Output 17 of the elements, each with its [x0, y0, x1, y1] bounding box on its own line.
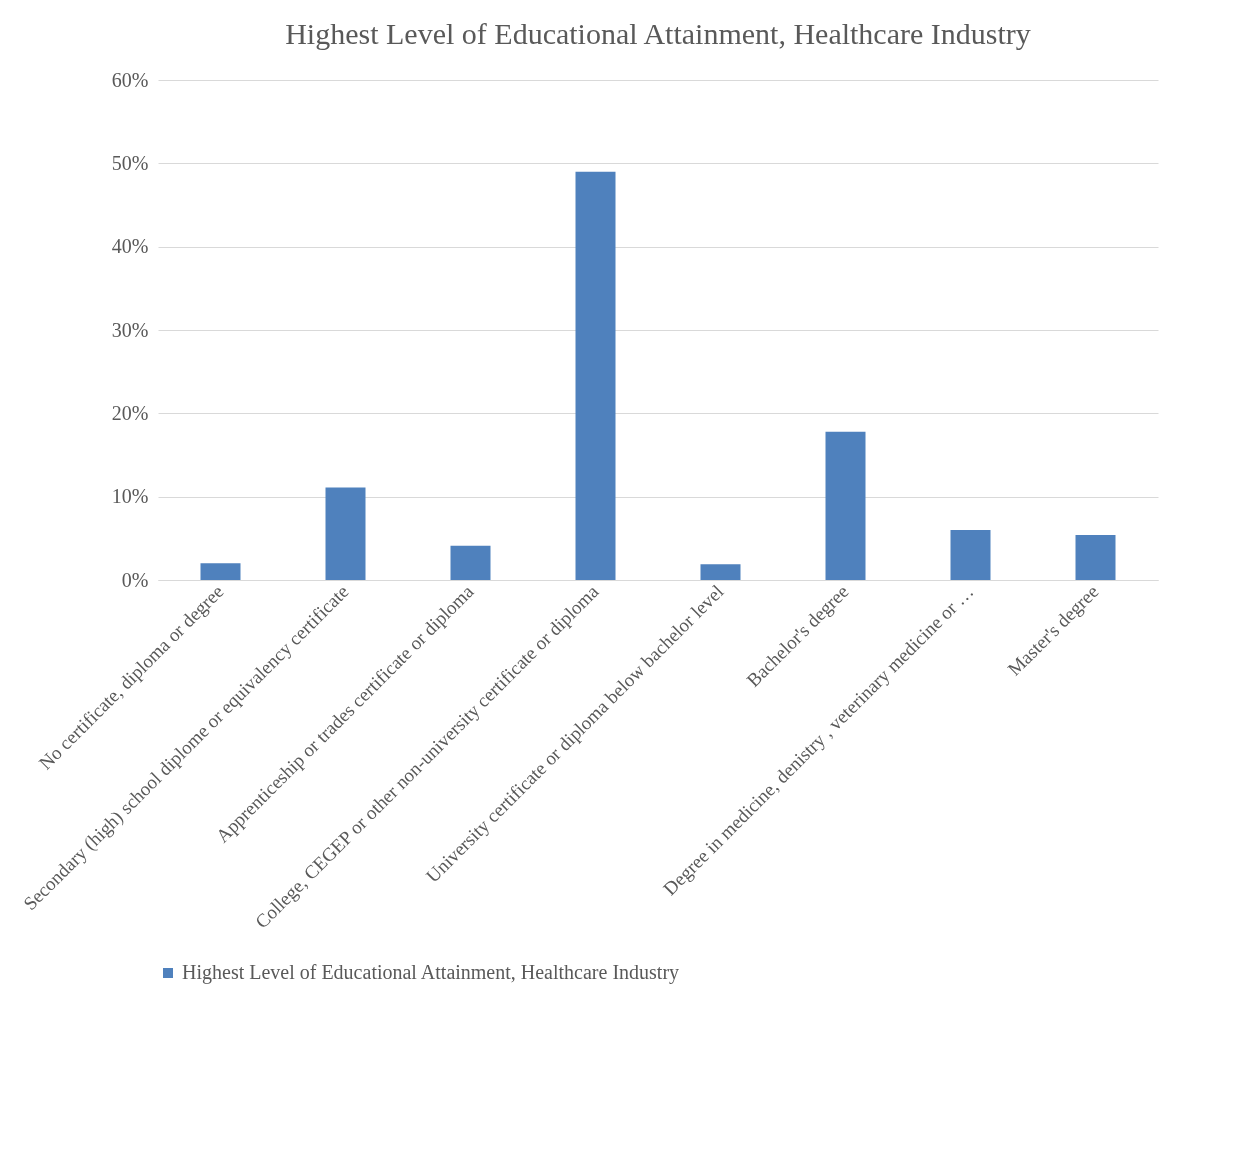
bar: [450, 545, 491, 580]
legend-label: Highest Level of Educational Attainment, Healthcare Industry: [182, 961, 680, 984]
y-tick-label: 50%: [111, 151, 149, 174]
y-tick-label: 40%: [111, 235, 149, 258]
y-tick-label: 10%: [111, 485, 149, 508]
bar: [575, 171, 616, 580]
bar: [950, 530, 991, 580]
bar: [200, 563, 241, 580]
bar: [700, 564, 741, 580]
y-tick-label: 30%: [111, 318, 149, 341]
y-tick-label: 20%: [111, 401, 149, 424]
y-tick-label: 0%: [121, 568, 149, 591]
bar: [1075, 535, 1116, 580]
y-tick-label: 60%: [111, 68, 149, 91]
bar: [325, 487, 366, 580]
chart-title: Highest Level of Educational Attainment, Healthcare Industry: [285, 17, 1031, 50]
bar: [825, 431, 866, 580]
